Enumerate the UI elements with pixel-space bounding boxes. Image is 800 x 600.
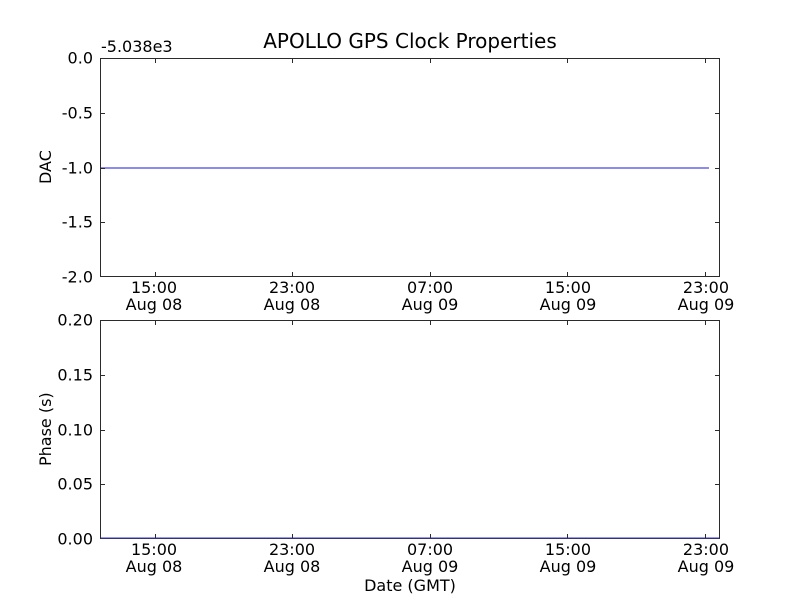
tick-mark [705,534,707,538]
y-tick-label: 0.0 [67,48,93,68]
tick-mark [292,59,294,63]
tick-mark [101,113,105,115]
x-tick-label: 15:00 Aug 08 [125,278,183,314]
chart-title: APOLLO GPS Clock Properties [263,29,557,53]
tick-mark [715,167,719,169]
tick-mark [429,272,431,276]
tick-mark [429,321,431,325]
tick-mark [101,375,105,377]
dac-subplot [100,58,720,277]
tick-mark [715,483,719,485]
tick-mark [715,375,719,377]
tick-mark [715,429,719,431]
x-tick-label: 23:00 Aug 08 [263,278,321,314]
tick-mark [292,534,294,538]
tick-mark [101,483,105,485]
tick-mark [567,321,569,325]
y-tick-label: 0.05 [57,474,93,494]
tick-mark [154,59,156,63]
x-tick-label: 07:00 Aug 09 [401,278,459,314]
tick-mark [101,429,105,431]
tick-mark [567,534,569,538]
tick-mark [705,272,707,276]
tick-mark [154,272,156,276]
y-tick-label: -1.0 [61,158,93,177]
x-tick-label: 23:00 Aug 09 [677,278,735,314]
tick-mark [705,321,707,325]
dac-x-tick-labels: 15:00 Aug 08 23:00 Aug 08 07:00 Aug 09 1… [100,278,735,315]
phase-x-tick-labels: 15:00 Aug 08 23:00 Aug 08 07:00 Aug 09 1… [100,540,735,577]
tick-mark [567,59,569,63]
x-tick-label: 15:00 Aug 09 [539,278,597,314]
x-tick-label: 23:00 Aug 08 [263,540,321,576]
y-tick-label: 0.00 [57,529,93,549]
tick-mark [292,321,294,325]
tick-mark [429,534,431,538]
y-axis-offset-text: -5.038e3 [101,37,173,56]
x-tick-label: 07:00 Aug 09 [401,540,459,576]
x-tick-label: 23:00 Aug 09 [677,540,735,576]
y-tick-label: 0.20 [57,310,93,330]
phase-y-tick-labels: 0.20 0.15 0.10 0.05 0.00 [0,311,93,549]
tick-mark [101,167,105,169]
tick-mark [715,113,719,115]
x-tick-label: 15:00 Aug 09 [539,540,597,576]
tick-mark [715,221,719,223]
phase-data-line [101,537,719,538]
dac-data-line [101,166,710,169]
y-tick-label: -2.0 [61,267,93,287]
y-tick-label: -1.5 [61,212,93,232]
tick-mark [705,59,707,63]
tick-mark [154,534,156,538]
tick-mark [567,272,569,276]
y-tick-label: 0.15 [57,365,93,385]
x-axis-label: Date (GMT) [364,576,456,595]
tick-mark [292,272,294,276]
tick-mark [154,321,156,325]
phase-subplot [100,320,720,539]
dac-y-tick-labels: 0.0 -0.5 -1.0 -1.5 -2.0 [0,49,93,287]
y-tick-label: 0.10 [57,420,93,439]
tick-mark [101,221,105,223]
tick-mark [429,59,431,63]
x-tick-label: 15:00 Aug 08 [125,540,183,576]
y-tick-label: -0.5 [61,103,93,123]
